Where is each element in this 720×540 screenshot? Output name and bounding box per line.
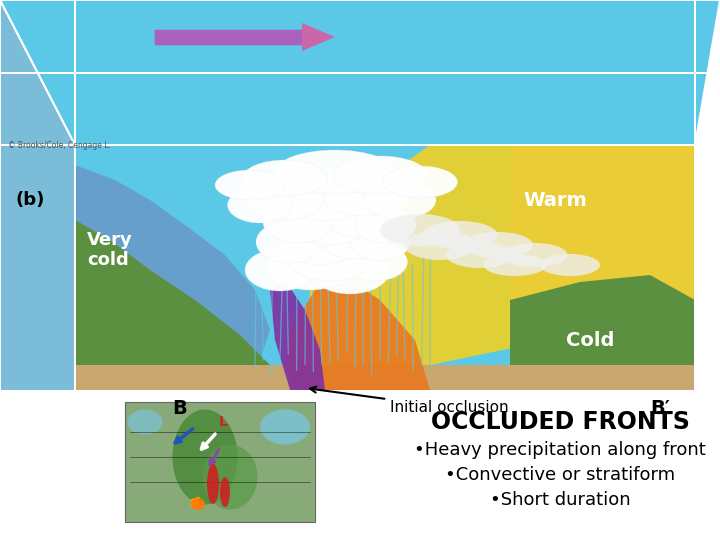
Ellipse shape — [354, 207, 416, 243]
Polygon shape — [75, 365, 695, 390]
Ellipse shape — [446, 242, 514, 268]
Polygon shape — [510, 275, 695, 390]
Polygon shape — [285, 280, 430, 390]
Polygon shape — [0, 0, 75, 390]
Ellipse shape — [318, 211, 392, 259]
Ellipse shape — [243, 160, 328, 196]
Polygon shape — [75, 165, 270, 390]
Polygon shape — [0, 0, 720, 145]
Ellipse shape — [333, 156, 428, 194]
Ellipse shape — [207, 464, 219, 504]
Text: OCCLUDED FRONTS: OCCLUDED FRONTS — [431, 410, 690, 434]
Text: Very
cold: Very cold — [87, 231, 133, 269]
Ellipse shape — [463, 232, 533, 258]
Ellipse shape — [364, 181, 436, 219]
Ellipse shape — [268, 240, 353, 290]
Text: L: L — [219, 415, 228, 429]
Polygon shape — [310, 145, 695, 390]
Ellipse shape — [173, 409, 238, 504]
Text: B′: B′ — [650, 399, 670, 417]
Text: Warm: Warm — [523, 191, 587, 210]
Text: © Brooks/Cole, Cengage L.: © Brooks/Cole, Cengage L. — [8, 141, 111, 150]
Ellipse shape — [260, 409, 310, 444]
Ellipse shape — [484, 254, 546, 276]
Ellipse shape — [215, 170, 285, 200]
Ellipse shape — [380, 214, 460, 246]
Ellipse shape — [220, 477, 230, 507]
Polygon shape — [0, 390, 720, 540]
Text: B: B — [173, 399, 187, 417]
FancyBboxPatch shape — [125, 402, 315, 522]
Text: Initial occlusion: Initial occlusion — [310, 387, 508, 415]
Ellipse shape — [285, 229, 375, 281]
Ellipse shape — [263, 201, 333, 243]
Ellipse shape — [127, 409, 163, 435]
Text: •Convective or stratiform: •Convective or stratiform — [445, 466, 675, 484]
Ellipse shape — [245, 249, 315, 291]
Ellipse shape — [404, 230, 476, 260]
Text: Cold: Cold — [566, 330, 614, 349]
Text: (b): (b) — [15, 191, 45, 209]
Ellipse shape — [228, 187, 292, 223]
Ellipse shape — [503, 243, 567, 267]
Ellipse shape — [246, 176, 324, 220]
Polygon shape — [75, 145, 695, 390]
Ellipse shape — [191, 498, 205, 510]
Ellipse shape — [343, 243, 408, 281]
Ellipse shape — [287, 195, 372, 245]
Text: •Short duration: •Short duration — [490, 491, 630, 509]
Text: •Heavy precipitation along front: •Heavy precipitation along front — [414, 441, 706, 459]
Polygon shape — [510, 145, 695, 390]
Ellipse shape — [310, 246, 390, 294]
Ellipse shape — [321, 168, 409, 216]
Polygon shape — [270, 280, 325, 390]
Ellipse shape — [277, 169, 372, 221]
Ellipse shape — [382, 166, 457, 198]
Ellipse shape — [423, 221, 498, 249]
Ellipse shape — [350, 223, 410, 261]
Polygon shape — [302, 23, 335, 51]
Polygon shape — [75, 220, 270, 390]
Ellipse shape — [323, 192, 397, 238]
Ellipse shape — [280, 215, 360, 265]
Ellipse shape — [202, 444, 258, 510]
Ellipse shape — [275, 150, 395, 194]
Ellipse shape — [540, 254, 600, 276]
Ellipse shape — [256, 221, 324, 263]
